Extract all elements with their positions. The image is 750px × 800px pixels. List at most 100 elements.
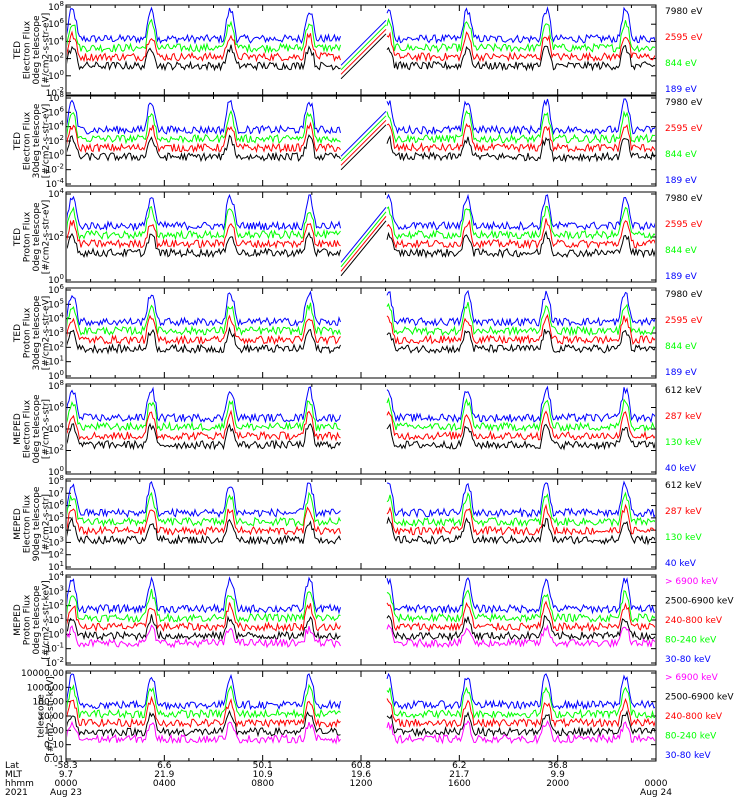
- y-axis-label: TEDElectron Flux30deg telescope[#/cm2-s-…: [13, 103, 52, 178]
- series-trace: [67, 230, 655, 259]
- legend-entry: 7980 eV: [665, 290, 703, 300]
- legend-entry: 844 eV: [665, 59, 698, 69]
- x-row-label: MLT: [5, 770, 23, 780]
- series-trace: [67, 600, 655, 633]
- y-tick-label: 104: [48, 312, 64, 325]
- y-tick-label: 10-4: [46, 177, 65, 190]
- legend-entry: 240-800 keV: [665, 616, 723, 626]
- y-tick-label: 102: [48, 134, 64, 147]
- y-tick-label: 102: [48, 52, 64, 65]
- series-trace: [67, 44, 655, 72]
- y-tick-label: 104: [48, 523, 64, 536]
- y-tick-label: 100: [48, 273, 64, 286]
- y-tick-label: 1.00: [44, 726, 64, 736]
- y-tick-label: 0.10: [44, 741, 64, 751]
- y-tick-label: 100: [48, 627, 64, 640]
- legend-entry: 2595 eV: [665, 124, 703, 134]
- y-tick-label: 104: [48, 187, 64, 200]
- series-trace: [67, 422, 655, 451]
- series-trace: [67, 17, 655, 54]
- y-tick-label: 10.00: [38, 712, 64, 722]
- y-tick-label: 0.01: [44, 755, 64, 765]
- y-tick-label: 1000.00: [27, 683, 64, 693]
- gap-interpolation-line: [340, 124, 387, 171]
- legend-entry: 844 eV: [665, 342, 698, 352]
- legend-entry: 30-80 keV: [665, 655, 711, 665]
- y-tick-label: 106: [48, 283, 64, 296]
- legend-entry: 612 keV: [665, 481, 702, 491]
- legend-entry: 2595 eV: [665, 33, 703, 43]
- y-axis-label: TEDElectron Flux0deg telescope[#/cm2-s-s…: [13, 13, 52, 88]
- y-tick-label: 106: [48, 105, 64, 118]
- y-tick-label: 100: [48, 69, 64, 82]
- y-tick-label: 102: [48, 340, 64, 353]
- legend-entry: 30-80 keV: [665, 751, 711, 761]
- y-tick-label: 100.00: [33, 698, 65, 708]
- legend-entry: 7980 eV: [665, 98, 703, 108]
- y-tick-label: 104: [48, 120, 64, 133]
- gap-interpolation-line: [340, 28, 387, 75]
- y-tick-label: 101: [48, 613, 64, 626]
- legend-entry: 844 eV: [665, 246, 698, 256]
- legend-entry: 2595 eV: [665, 316, 703, 326]
- gap-interpolation-line: [340, 19, 387, 66]
- y-tick-label: 108: [48, 91, 64, 104]
- series-trace: [67, 193, 655, 232]
- y-tick-label: 100: [48, 148, 64, 161]
- x-lat-label: 60.8: [351, 761, 371, 771]
- series-trace: [67, 326, 655, 355]
- legend-entry: 287 keV: [665, 507, 702, 517]
- series-trace: [67, 709, 655, 738]
- legend-entry: 130 keV: [665, 438, 702, 448]
- legend-entry: 287 keV: [665, 412, 702, 422]
- gap-interpolation-line: [340, 206, 387, 263]
- gap-interpolation-line: [340, 211, 387, 268]
- y-axis-label: TEDProton Flux0deg telescope[#/cm2-s-str…: [13, 200, 52, 275]
- legend-entry: 189 eV: [665, 85, 698, 95]
- series-trace: [67, 6, 655, 45]
- y-tick-label: 107: [48, 486, 64, 499]
- series-trace: [67, 672, 655, 711]
- series-trace: [67, 719, 655, 745]
- series-trace: [67, 614, 655, 642]
- x-time-label: 1600: [448, 779, 471, 789]
- y-axis-label: TEDProton Flux30deg telescope[#/cm2-s-st…: [13, 295, 52, 370]
- series-trace: [67, 480, 655, 519]
- series-trace: [67, 98, 655, 136]
- series-trace: [67, 588, 655, 624]
- x-time-label: 2000: [546, 779, 569, 789]
- x-time-label: 0800: [251, 779, 274, 789]
- y-tick-label: 103: [48, 584, 64, 597]
- y-tick-label: 105: [48, 511, 64, 524]
- x-row-label: 2021: [5, 788, 28, 798]
- y-tick-label: 102: [48, 230, 64, 243]
- x-time-label: 1200: [350, 779, 373, 789]
- legend-entry: 7980 eV: [665, 194, 703, 204]
- legend-entry: 240-800 keV: [665, 712, 723, 722]
- y-tick-label: 104: [48, 34, 64, 47]
- y-tick-label: 101: [48, 355, 64, 368]
- y-tick-label: 10-2: [46, 163, 64, 176]
- series-trace: [67, 503, 655, 537]
- y-tick-label: 102: [48, 444, 64, 457]
- legend-entry: 189 eV: [665, 272, 698, 282]
- y-axis-label: MEPEDElectron Flux0deg telescope[#/cm2-s…: [13, 394, 52, 464]
- legend-entry: 2500-6900 keV: [665, 693, 734, 703]
- series-trace: [67, 683, 655, 720]
- y-tick-label: 108: [48, 0, 64, 13]
- y-axis-label: MEPEDProton Flux0deg telescope[#/cm2-s-s…: [13, 580, 52, 659]
- y-tick-label: 10-2: [46, 86, 64, 99]
- series-trace: [67, 623, 655, 649]
- y-tick-label: 104: [48, 422, 64, 435]
- gap-interpolation-line: [340, 33, 387, 80]
- legend-entry: 612 keV: [665, 386, 702, 396]
- x-date-label: Aug 24: [640, 788, 672, 798]
- legend-entry: 2595 eV: [665, 220, 703, 230]
- legend-entry: 7980 eV: [665, 7, 703, 17]
- legend-entry: 189 eV: [665, 368, 698, 378]
